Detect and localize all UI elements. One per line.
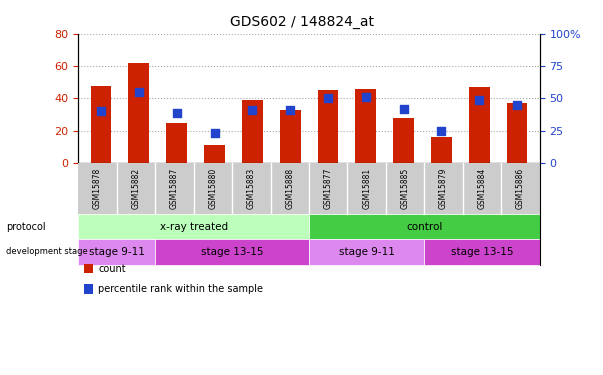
Text: GSM15887: GSM15887 (170, 168, 179, 209)
Bar (507, 103, 528, 163)
Text: percentile rank within the sample: percentile rank within the sample (98, 284, 264, 294)
Point (361, 94, 371, 100)
Text: GSM15879: GSM15879 (439, 168, 448, 209)
Point (437, 128, 446, 134)
Text: count: count (98, 264, 126, 273)
Point (323, 96, 333, 102)
Text: GSM15883: GSM15883 (247, 168, 256, 209)
Bar (90, 86, 112, 163)
Text: GSM15884: GSM15884 (478, 168, 487, 209)
Text: GSM15886: GSM15886 (516, 168, 525, 209)
Text: GSM15880: GSM15880 (209, 168, 218, 209)
Bar (280, 110, 300, 163)
Text: GSM15888: GSM15888 (285, 168, 294, 209)
Text: GDS602 / 148824_at: GDS602 / 148824_at (230, 15, 373, 29)
Bar (318, 90, 338, 163)
Text: GSM15877: GSM15877 (324, 168, 333, 209)
Point (512, 102, 522, 108)
Point (96, 108, 106, 114)
Point (172, 110, 182, 116)
Point (247, 107, 257, 113)
Point (134, 89, 144, 95)
Text: stage 13-15: stage 13-15 (451, 247, 513, 257)
Text: stage 9-11: stage 9-11 (339, 247, 394, 257)
Bar (355, 89, 376, 163)
Text: control: control (406, 222, 443, 231)
Text: GSM15878: GSM15878 (93, 168, 102, 209)
Text: x-ray treated: x-ray treated (160, 222, 228, 231)
Point (475, 97, 484, 103)
Text: protocol: protocol (6, 222, 46, 231)
Point (285, 107, 295, 113)
Bar (242, 100, 263, 163)
Text: stage 9-11: stage 9-11 (89, 247, 145, 257)
Bar (204, 146, 225, 163)
Bar (166, 123, 187, 163)
Bar (128, 63, 150, 163)
Bar (469, 87, 490, 163)
Point (210, 130, 219, 136)
Text: GSM15882: GSM15882 (131, 168, 140, 209)
Text: GSM15885: GSM15885 (400, 168, 409, 209)
Text: development stage: development stage (6, 248, 88, 256)
Text: stage 13-15: stage 13-15 (201, 247, 264, 257)
Point (399, 106, 408, 112)
Text: GSM15881: GSM15881 (362, 168, 371, 209)
Bar (393, 118, 414, 163)
Bar (431, 137, 452, 163)
